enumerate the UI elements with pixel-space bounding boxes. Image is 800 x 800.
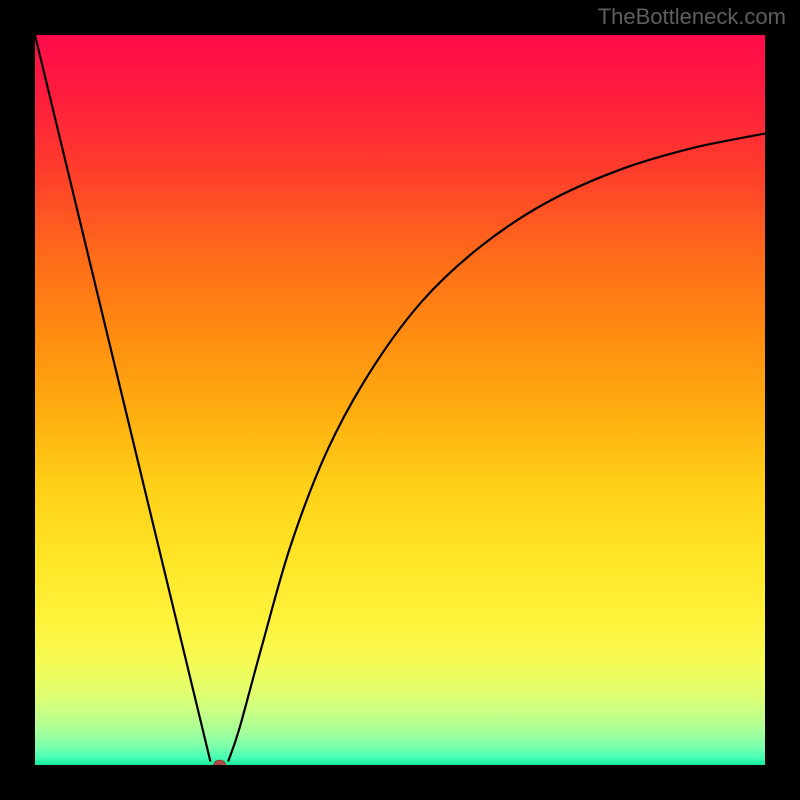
watermark-text: TheBottleneck.com [598,4,786,30]
plot-area [35,35,765,765]
curve-left-segment [35,35,210,761]
chart-container: TheBottleneck.com [0,0,800,800]
trough-marker [214,760,226,765]
curve-right-segment [228,134,765,761]
curve-overlay [35,35,765,765]
